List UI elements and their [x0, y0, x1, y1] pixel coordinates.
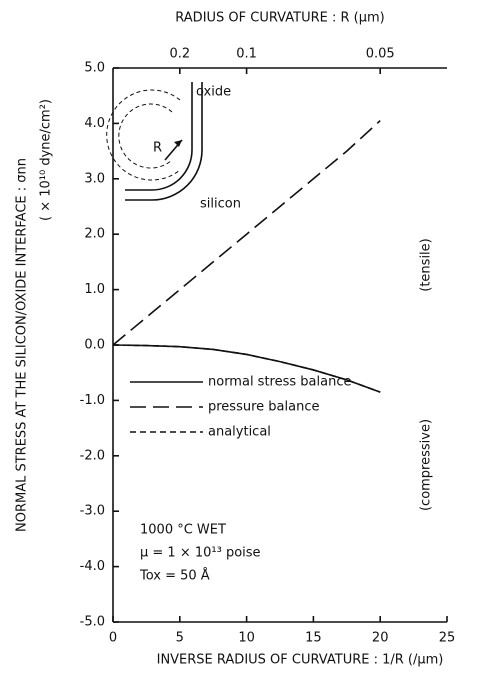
y-tick-label: -2.0: [80, 448, 105, 463]
y-tick-label: 0.0: [84, 338, 105, 353]
x-tick-label: 20: [372, 631, 389, 646]
x2-tick-label: 0.2: [169, 47, 190, 62]
x-axis-title: INVERSE RADIUS OF CURVATURE : 1/R (/μm): [157, 653, 444, 668]
legend-label: analytical: [208, 425, 271, 440]
y-tick-label: -1.0: [80, 393, 105, 408]
x2-tick-label: 0.05: [366, 47, 395, 62]
x2-tick-label: 0.1: [236, 47, 257, 62]
series-line: [112, 344, 381, 393]
x2-axis-title: RADIUS OF CURVATURE : R (μm): [175, 11, 384, 26]
annotation: (tensile): [419, 238, 434, 291]
annotation: μ = 1 × 10¹³ poise: [140, 546, 261, 561]
legend-label: normal stress balance: [208, 375, 351, 390]
y-tick-label: 5.0: [84, 61, 105, 76]
inset-label: silicon: [200, 197, 241, 212]
y-axis-unit: ( × 10¹⁰ dyne/cm²): [39, 99, 54, 221]
x-tick-label: 25: [439, 631, 456, 646]
annotation: 1000 °C WET: [140, 523, 226, 538]
y-tick-label: 3.0: [84, 171, 105, 186]
y-tick-label: -3.0: [80, 504, 105, 519]
x-tick-label: 0: [109, 631, 117, 646]
inset-label: oxide: [196, 85, 231, 100]
series-line: [112, 120, 381, 346]
y-axis-title: NORMAL STRESS AT THE SILICON/OXIDE INTER…: [15, 158, 30, 532]
y-tick-label: -5.0: [80, 615, 105, 630]
annotation: Tox = 50 Å: [139, 568, 210, 584]
x-tick-label: 15: [305, 631, 322, 646]
y-tick-label: 4.0: [84, 116, 105, 131]
y-tick-label: 1.0: [84, 282, 105, 297]
inset-label: R: [153, 141, 162, 156]
annotation: (compressive): [419, 419, 434, 511]
legend-label: pressure balance: [208, 400, 319, 415]
x-tick-label: 5: [176, 631, 184, 646]
inset-diagram: oxide R silicon: [106, 82, 241, 212]
y-tick-label: 2.0: [84, 227, 105, 242]
y-tick-label: -4.0: [80, 559, 105, 574]
x-tick-label: 10: [238, 631, 255, 646]
